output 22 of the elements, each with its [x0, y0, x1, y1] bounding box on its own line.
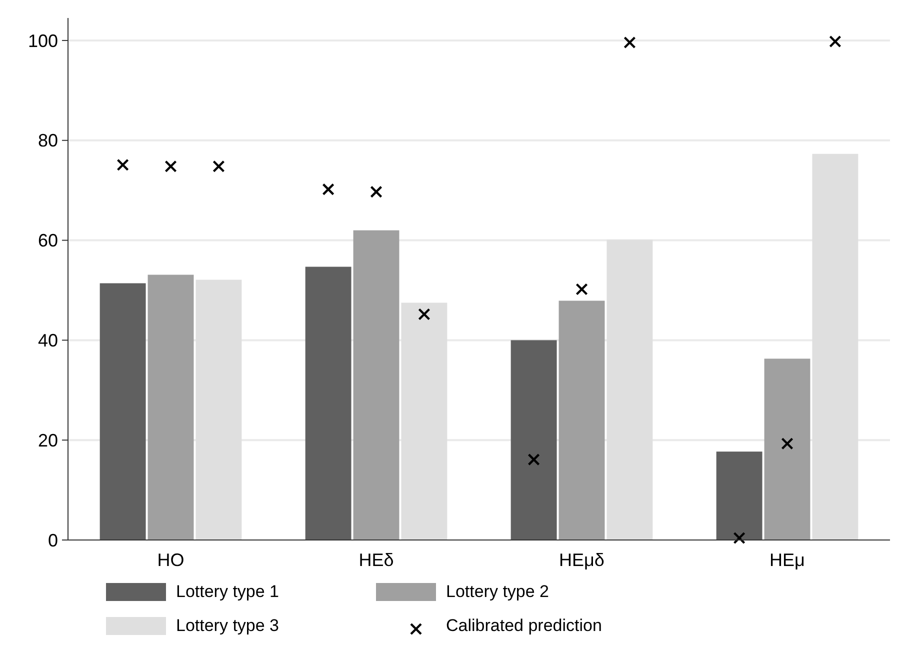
bar	[148, 274, 194, 540]
bar	[100, 283, 146, 540]
y-tick-label: 20	[38, 430, 58, 450]
bar	[558, 300, 605, 540]
y-tick-label: 60	[38, 230, 58, 251]
x-tick-label: HEδ	[358, 550, 394, 570]
bar	[716, 452, 762, 540]
bar	[353, 230, 400, 540]
legend-label: Calibrated prediction	[446, 616, 602, 635]
y-tick-label: 100	[28, 30, 58, 51]
y-tick-label: 80	[38, 130, 58, 151]
legend-label: Lottery type 3	[176, 616, 280, 635]
legend-label: Lottery type 1	[176, 582, 280, 601]
bar	[305, 266, 352, 540]
bar	[764, 358, 810, 540]
x-tick-label: HEμ	[770, 550, 805, 570]
legend-label: Lottery type 2	[446, 582, 550, 601]
x-tick-label: HEμδ	[559, 550, 604, 570]
y-tick-label: 40	[38, 330, 58, 350]
bar	[510, 340, 557, 540]
x-tick-label: HO	[157, 550, 184, 570]
y-tick-label: 0	[48, 530, 58, 550]
